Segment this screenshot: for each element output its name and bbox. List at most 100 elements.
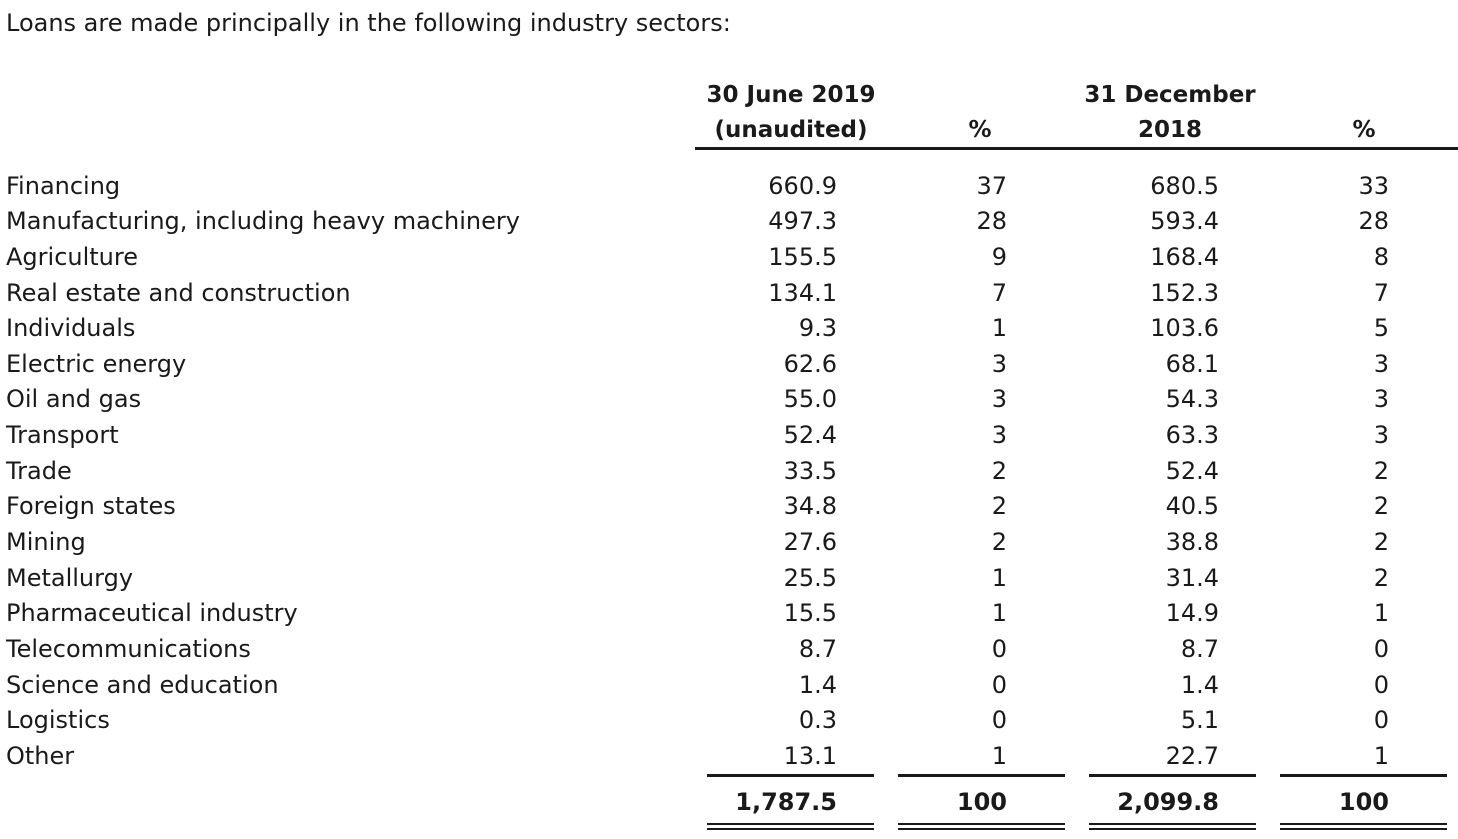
sector-label: Metallurgy [6, 564, 134, 592]
pct-jun2019: 1 [991, 599, 1007, 627]
table-row: Electric energy 62.6 3 68.1 3 [0, 346, 1458, 382]
total-double-rule-dec-pct-bottom [1280, 828, 1447, 830]
value-jun2019: 52.4 [783, 421, 837, 449]
pct-dec2018: 2 [1373, 457, 1389, 485]
value-dec2018: 593.4 [1150, 207, 1219, 235]
pct-dec2018: 1 [1373, 742, 1389, 770]
pct-dec2018: 5 [1373, 314, 1389, 342]
sector-label: Transport [6, 421, 119, 449]
sector-label: Other [6, 742, 75, 770]
value-jun2019: 33.5 [783, 457, 837, 485]
sector-label: Oil and gas [6, 385, 142, 413]
total-jun-pct: 100 [956, 788, 1007, 816]
pct-jun2019: 3 [991, 421, 1007, 449]
value-dec2018: 40.5 [1165, 492, 1219, 520]
value-jun2019: 134.1 [768, 279, 837, 307]
header-dec2018-line2: 2018 [1137, 117, 1202, 143]
pct-dec2018: 3 [1373, 350, 1389, 378]
value-dec2018: 31.4 [1165, 564, 1219, 592]
pct-dec2018: 2 [1373, 528, 1389, 556]
pct-jun2019: 37 [976, 172, 1007, 200]
subtotal-rule-jun2019 [707, 774, 874, 777]
pct-dec2018: 0 [1373, 635, 1389, 663]
value-jun2019: 13.1 [783, 742, 837, 770]
pct-jun2019: 2 [991, 457, 1007, 485]
pct-jun2019: 7 [991, 279, 1007, 307]
header-jun-pct: % [968, 117, 992, 143]
table-row: Trade 33.5 2 52.4 2 [0, 453, 1458, 489]
table-row: Oil and gas 55.0 3 54.3 3 [0, 381, 1458, 417]
total-double-rule-jun2019-bottom [707, 828, 874, 830]
pct-dec2018: 3 [1373, 385, 1389, 413]
value-jun2019: 1.4 [798, 671, 837, 699]
sector-label: Foreign states [6, 492, 176, 520]
pct-jun2019: 0 [991, 706, 1007, 734]
intro-text: Loans are made principally in the follow… [6, 9, 731, 37]
total-dec-pct: 100 [1338, 788, 1389, 816]
pct-jun2019: 0 [991, 671, 1007, 699]
value-dec2018: 54.3 [1165, 385, 1219, 413]
table-row: Telecommunications 8.7 0 8.7 0 [0, 631, 1458, 667]
total-jun2019: 1,787.5 [735, 788, 837, 816]
value-dec2018: 168.4 [1150, 243, 1219, 271]
table-row: Agriculture 155.5 9 168.4 8 [0, 239, 1458, 275]
header-dec2018-line1: 31 December [1084, 82, 1256, 108]
subtotal-rule-jun-pct [898, 774, 1065, 777]
value-dec2018: 5.1 [1180, 706, 1219, 734]
value-jun2019: 62.6 [783, 350, 837, 378]
table-row: Pharmaceutical industry 15.5 1 14.9 1 [0, 595, 1458, 631]
pct-dec2018: 8 [1373, 243, 1389, 271]
pct-dec2018: 2 [1373, 564, 1389, 592]
value-dec2018: 152.3 [1150, 279, 1219, 307]
value-jun2019: 27.6 [783, 528, 837, 556]
header-jun2019-line1: 30 June 2019 [706, 82, 876, 108]
pct-dec2018: 2 [1373, 492, 1389, 520]
value-dec2018: 68.1 [1165, 350, 1219, 378]
total-double-rule-dec2018-bottom [1089, 828, 1256, 830]
table-row: Mining 27.6 2 38.8 2 [0, 524, 1458, 560]
sector-label: Science and education [6, 671, 279, 699]
header-dec-pct: % [1352, 117, 1376, 143]
value-dec2018: 14.9 [1165, 599, 1219, 627]
value-dec2018: 680.5 [1150, 172, 1219, 200]
pct-jun2019: 9 [991, 243, 1007, 271]
sector-label: Individuals [6, 314, 136, 342]
pct-dec2018: 28 [1358, 207, 1389, 235]
pct-dec2018: 0 [1373, 706, 1389, 734]
sector-label: Electric energy [6, 350, 187, 378]
table-row: Foreign states 34.8 2 40.5 2 [0, 488, 1458, 524]
sector-label: Manufacturing, including heavy machinery [6, 207, 520, 235]
subtotal-rule-dec2018 [1089, 774, 1256, 777]
value-dec2018: 52.4 [1165, 457, 1219, 485]
total-double-rule-jun-pct-top [898, 823, 1065, 825]
pct-jun2019: 1 [991, 314, 1007, 342]
header-jun2019-line2: (unaudited) [714, 117, 868, 143]
table-row: Individuals 9.3 1 103.6 5 [0, 310, 1458, 346]
total-double-rule-dec2018-top [1089, 823, 1256, 825]
sector-label: Trade [6, 457, 72, 485]
value-jun2019: 25.5 [783, 564, 837, 592]
sector-label: Logistics [6, 706, 110, 734]
value-dec2018: 63.3 [1165, 421, 1219, 449]
value-dec2018: 38.8 [1165, 528, 1219, 556]
value-jun2019: 155.5 [768, 243, 837, 271]
total-double-rule-dec-pct-top [1280, 823, 1447, 825]
table-row: Science and education 1.4 0 1.4 0 [0, 667, 1458, 703]
sector-label: Telecommunications [6, 635, 251, 663]
pct-dec2018: 1 [1373, 599, 1389, 627]
value-jun2019: 0.3 [798, 706, 837, 734]
table-row: Real estate and construction 134.1 7 152.3 7 [0, 275, 1458, 311]
pct-jun2019: 0 [991, 635, 1007, 663]
total-dec2018: 2,099.8 [1117, 788, 1219, 816]
value-jun2019: 497.3 [768, 207, 837, 235]
value-dec2018: 22.7 [1165, 742, 1219, 770]
pct-jun2019: 2 [991, 492, 1007, 520]
table-row: Logistics 0.3 0 5.1 0 [0, 702, 1458, 738]
value-jun2019: 8.7 [798, 635, 837, 663]
pct-jun2019: 1 [991, 564, 1007, 592]
sector-label: Real estate and construction [6, 279, 351, 307]
total-double-rule-jun-pct-bottom [898, 828, 1065, 830]
pct-dec2018: 7 [1373, 279, 1389, 307]
pct-jun2019: 28 [976, 207, 1007, 235]
pct-jun2019: 3 [991, 385, 1007, 413]
